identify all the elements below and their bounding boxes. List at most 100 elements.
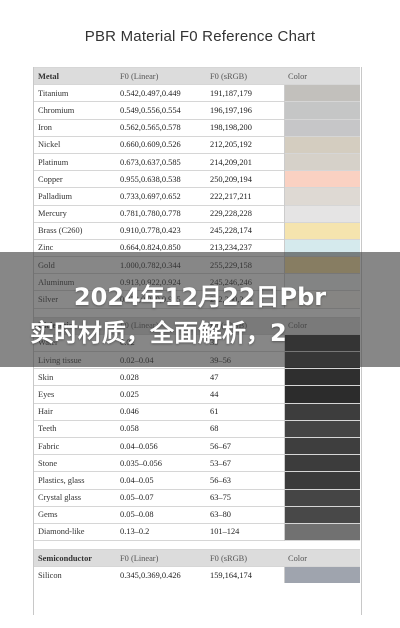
column-header: Color [284,66,360,85]
f0-linear: 0.04–0.056 [116,436,206,455]
material-name: Silicon [34,566,116,584]
color-swatch [283,566,360,584]
material-name: Palladium [34,187,116,205]
f0-linear: 0.046 [116,402,206,421]
table-row: Gems 0.05–0.08 63–80 [34,505,360,524]
table-row: Platinum 0.673,0.637,0.585 214,209,201 [34,152,360,171]
material-name: Plastics, glass [34,471,116,489]
table-row: Crystal glass 0.05–0.07 63–75 [34,488,360,507]
f0-srgb: 191,187,179 [206,84,284,102]
f0-srgb: 212,205,192 [206,135,284,154]
f0-srgb: 47 [206,368,284,386]
column-header: F0 (sRGB) [206,66,284,85]
material-name: Iron [34,118,116,137]
f0-linear: 0.058 [116,419,206,438]
f0-linear: 0.542,0.497,0.449 [116,84,206,102]
color-swatch [283,368,360,386]
f0-srgb: 53–67 [206,454,284,472]
material-name: Titanium [34,84,116,102]
table-row: Silicon 0.345,0.369,0.426 159,164,174 [34,566,360,584]
column-header: Semiconductor [34,549,116,567]
material-name: Mercury [34,204,116,223]
table-row: Teeth 0.058 68 [34,419,360,438]
f0-srgb: 196,197,196 [206,101,284,120]
material-name: Crystal glass [34,488,116,507]
color-swatch [283,436,360,455]
f0-linear: 0.028 [116,368,206,386]
f0-srgb: 63–75 [206,488,284,507]
table-row: Nickel 0.660,0.609,0.526 212,205,192 [34,135,360,154]
f0-srgb: 245,228,174 [206,221,284,240]
color-swatch [283,505,360,524]
column-header: F0 (sRGB) [206,549,284,567]
f0-srgb: 250,209,194 [206,170,284,188]
f0-srgb: 56–67 [206,436,284,455]
material-name: Hair [34,402,116,421]
material-name: Chromium [34,101,116,120]
material-name: Nickel [34,135,116,154]
column-header: F0 (Linear) [116,549,206,567]
table-row: Chromium 0.549,0.556,0.554 196,197,196 [34,101,360,120]
table-row: Diamond-like 0.13–0.2 101–124 [34,522,360,541]
material-name: Fabric [34,436,116,455]
f0-srgb: 229,228,228 [206,204,284,223]
f0-linear: 0.673,0.637,0.585 [116,152,206,171]
f0-srgb: 214,209,201 [206,152,284,171]
column-header: Metal [34,66,116,85]
f0-linear: 0.781,0.780,0.778 [116,204,206,223]
color-swatch [283,419,360,438]
f0-linear: 0.733,0.697,0.652 [116,187,206,205]
material-name: Eyes [34,385,116,404]
table-row: Palladium 0.733,0.697,0.652 222,217,211 [34,187,360,205]
color-swatch [283,170,360,188]
material-name: Skin [34,368,116,386]
material-name: Diamond-like [34,522,116,541]
f0-srgb: 61 [206,402,284,421]
table-row: Plastics, glass 0.04–0.05 56–63 [34,471,360,489]
table-row: Hair 0.046 61 [34,402,360,421]
chart-title: PBR Material F0 Reference Chart [84,28,316,45]
f0-srgb: 101–124 [206,522,284,541]
table-row: Brass (C260) 0.910,0.778,0.423 245,228,174 [34,221,360,240]
f0-linear: 0.13–0.2 [116,522,206,541]
f0-srgb: 44 [206,385,284,404]
material-name: Stone [34,454,116,472]
color-swatch [283,187,360,205]
color-swatch [283,402,360,421]
f0-linear: 0.05–0.08 [116,505,206,524]
table-row: Eyes 0.025 44 [34,385,360,404]
f0-srgb: 222,217,211 [206,187,284,205]
f0-linear: 0.05–0.07 [116,488,206,507]
f0-linear: 0.660,0.609,0.526 [116,135,206,154]
material-name: Platinum [34,152,116,171]
overlay-banner [0,252,400,367]
f0-linear: 0.955,0.638,0.538 [116,170,206,188]
color-swatch [283,221,360,240]
table-row: Stone 0.035–0.056 53–67 [34,454,360,472]
f0-linear: 0.562,0.565,0.578 [116,118,206,137]
color-swatch [283,101,360,120]
f0-srgb: 68 [206,419,284,438]
color-swatch [283,385,360,404]
metal-header-row: Metal F0 (Linear) F0 (sRGB) Color [34,66,360,85]
semiconductor-header-row: Semiconductor F0 (Linear) F0 (sRGB) Color [34,549,360,567]
f0-srgb: 56–63 [206,471,284,489]
section-gap [34,540,360,550]
f0-srgb: 63–80 [206,505,284,524]
table-row: Iron 0.562,0.565,0.578 198,198,200 [34,118,360,137]
color-swatch [283,204,360,223]
column-header: Color [284,549,360,567]
column-header: F0 (Linear) [116,66,206,85]
table-row: Skin 0.028 47 [34,368,360,386]
table-row: Mercury 0.781,0.780,0.778 229,228,228 [34,204,360,223]
material-name: Gems [34,505,116,524]
material-name: Brass (C260) [34,221,116,240]
table-row: Copper 0.955,0.638,0.538 250,209,194 [34,170,360,188]
table-row: Fabric 0.04–0.056 56–67 [34,436,360,455]
f0-srgb: 198,198,200 [206,118,284,137]
f0-linear: 0.549,0.556,0.554 [116,101,206,120]
f0-linear: 0.910,0.778,0.423 [116,221,206,240]
color-swatch [283,522,360,541]
material-name: Copper [34,170,116,188]
color-swatch [283,471,360,489]
